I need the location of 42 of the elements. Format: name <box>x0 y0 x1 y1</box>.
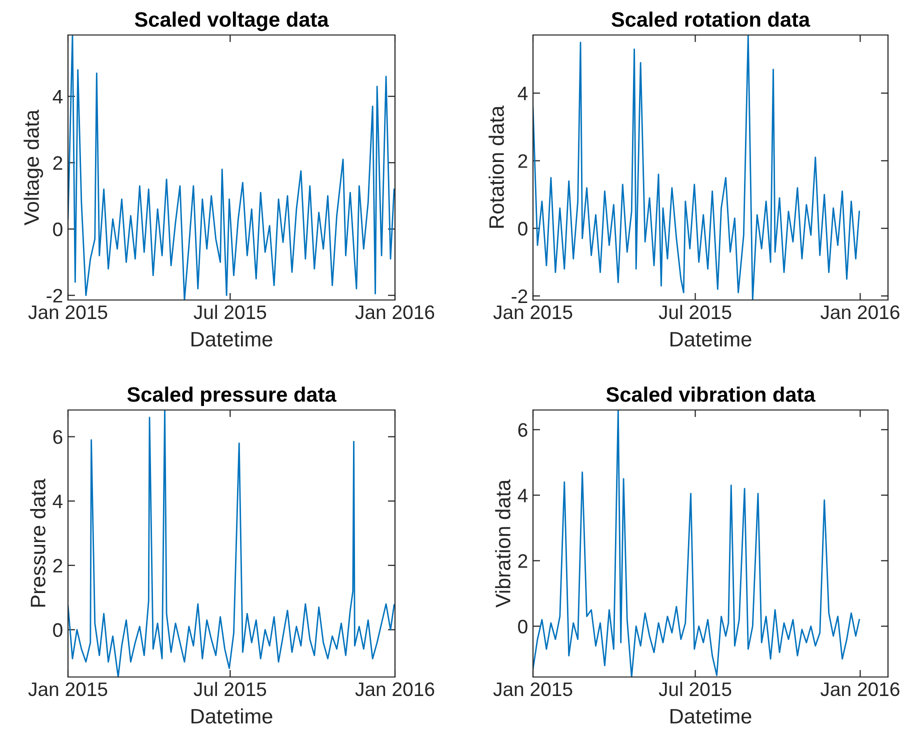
y-tick-label: 4 <box>518 488 528 502</box>
x-axis-title: Datetime <box>192 331 272 347</box>
y-tick-label: 4 <box>52 494 63 508</box>
chart-title: Scaled vibration data <box>606 386 816 402</box>
y-tick-label: -2 <box>46 288 62 302</box>
x-tick-label: Jul 2015 <box>658 682 732 696</box>
y-tick-label: 2 <box>53 558 62 572</box>
y-axis-title: Voltage data <box>24 110 44 226</box>
y-tick-label: 6 <box>53 430 62 444</box>
chart-title: Scaled rotation data <box>612 12 810 27</box>
y-axis-title: Vibration data <box>495 479 510 608</box>
x-axis-title: Datetime <box>192 708 272 724</box>
x-tick-label: Jan 2016 <box>355 305 434 320</box>
x-tick-label: Jan 2015 <box>28 305 108 320</box>
y-axis-title: Pressure data <box>30 478 46 607</box>
x-tick-label: Jan 2015 <box>493 305 572 320</box>
y-tick-label: 0 <box>53 222 62 236</box>
y-tick-label: 6 <box>518 423 528 437</box>
x-axis-title: Datetime <box>670 331 752 347</box>
y-tick-label: 0 <box>518 620 528 634</box>
x-tick-label: Jul 2015 <box>658 304 732 320</box>
line-series <box>68 35 395 300</box>
x-tick-label: Jan 2016 <box>820 682 900 696</box>
y-tick-label: 0 <box>53 623 62 637</box>
x-tick-label: Jan 2015 <box>493 682 572 696</box>
y-tick-label: -2 <box>512 289 528 303</box>
x-tick-label: Jul 2015 <box>194 682 266 696</box>
y-tick-label: 4 <box>52 90 63 104</box>
x-tick-label: Jan 2016 <box>355 682 434 696</box>
x-tick-label: Jul 2015 <box>194 304 266 320</box>
x-tick-label: Jan 2016 <box>820 305 900 320</box>
x-tick-label: Jan 2015 <box>28 682 108 696</box>
chart-title: Scaled pressure data <box>127 386 336 406</box>
y-tick-label: 2 <box>518 554 528 568</box>
y-tick-label: 2 <box>518 154 528 168</box>
y-tick-label: 2 <box>53 156 62 170</box>
y-axis-title: Rotation data <box>488 106 504 228</box>
x-axis-title: Datetime <box>670 708 752 724</box>
y-tick-label: 4 <box>518 86 528 100</box>
line-series <box>68 410 395 677</box>
chart-title: Scaled voltage data <box>134 12 329 32</box>
y-tick-label: 0 <box>518 222 528 236</box>
